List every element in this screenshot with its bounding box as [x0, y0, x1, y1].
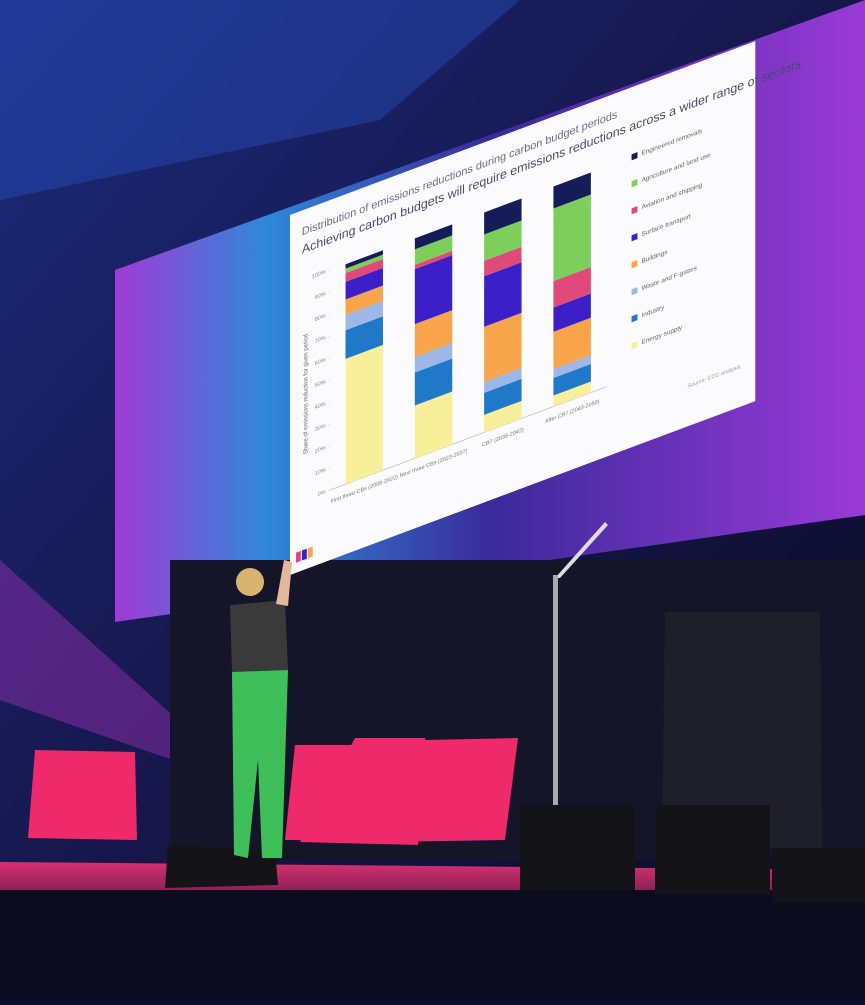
lectern [662, 612, 822, 850]
bar-segment [414, 358, 453, 406]
y-tick-label: 70% [315, 335, 326, 345]
tick-mark [327, 467, 330, 470]
bar-segment [345, 300, 383, 331]
bar-segment [345, 285, 383, 315]
tick-mark [327, 313, 330, 316]
bar-segment [484, 220, 522, 261]
bar-segment [345, 316, 383, 359]
tick-mark [327, 445, 330, 448]
bar-segment [553, 194, 591, 282]
legend-swatch [631, 341, 638, 350]
bar-segment [345, 254, 383, 274]
tick-mark [327, 423, 330, 426]
presenter [230, 560, 292, 858]
logo [301, 548, 307, 561]
stage-front [0, 890, 865, 1000]
legend-swatch [631, 179, 638, 188]
bar-segment [553, 172, 591, 209]
chair [385, 738, 518, 842]
slide-background [290, 41, 756, 575]
bar-segment [345, 250, 383, 269]
tick-mark [327, 379, 330, 382]
y-tick-label: 40% [315, 401, 326, 411]
y-tick-label: 20% [315, 445, 326, 455]
chair [300, 738, 425, 845]
tick-mark [327, 357, 330, 360]
y-tick-label: 60% [315, 357, 326, 367]
legend-swatch [631, 152, 638, 161]
light-beam [0, 0, 520, 200]
stand-pole [553, 575, 558, 875]
bar-segment [414, 310, 453, 358]
bar-segment [414, 343, 453, 373]
bar-segment [414, 250, 453, 270]
bar-segment [553, 363, 591, 396]
tick-mark [327, 489, 330, 492]
bar-segment [553, 317, 591, 370]
bar-segment [414, 224, 453, 250]
tick-mark [327, 269, 330, 272]
bar-segment [345, 267, 383, 300]
y-tick-label: 0% [318, 489, 326, 498]
logo [295, 550, 301, 563]
y-tick-label: 100% [312, 269, 326, 280]
bar-segment [484, 262, 522, 327]
logo [307, 546, 313, 559]
bar-segment [553, 293, 591, 332]
y-tick-label: 80% [315, 313, 326, 323]
legend-swatch [631, 233, 638, 242]
bar-segment [345, 259, 383, 282]
bar-segment [484, 198, 522, 235]
bar-segment [484, 378, 522, 415]
bar-segment [553, 355, 591, 378]
bar-segment [484, 246, 522, 277]
bar-segment [484, 367, 522, 393]
bar-segment [345, 344, 383, 485]
head [236, 568, 264, 596]
trousers [232, 670, 288, 858]
arm [276, 560, 292, 606]
y-axis-label: Share of emissions reduction for given p… [303, 332, 310, 455]
bar-segment [414, 235, 453, 265]
y-tick-label: 90% [315, 291, 326, 301]
bar-segment [484, 400, 522, 433]
bar-segment [484, 312, 522, 382]
torso [230, 600, 288, 672]
floor-monitor [165, 845, 278, 888]
chairs [28, 738, 518, 845]
legend-swatch [631, 260, 638, 269]
y-tick-label: 50% [315, 379, 326, 389]
speaker [772, 848, 865, 903]
bar-segment [553, 267, 591, 308]
legend-swatch [631, 287, 638, 296]
speaker [520, 805, 635, 890]
bar-segment [414, 391, 453, 459]
legend-swatch [631, 206, 638, 215]
y-tick-label: 10% [315, 467, 326, 477]
bar-segment [553, 381, 591, 407]
tick-mark [327, 291, 330, 294]
y-tick-label: 30% [315, 423, 326, 433]
music-stand [555, 522, 608, 578]
speaker [655, 805, 770, 895]
chair [28, 750, 137, 840]
tick-mark [327, 335, 330, 338]
tick-mark [327, 401, 330, 404]
bar-segment [414, 255, 453, 325]
legend-swatch [631, 314, 638, 323]
